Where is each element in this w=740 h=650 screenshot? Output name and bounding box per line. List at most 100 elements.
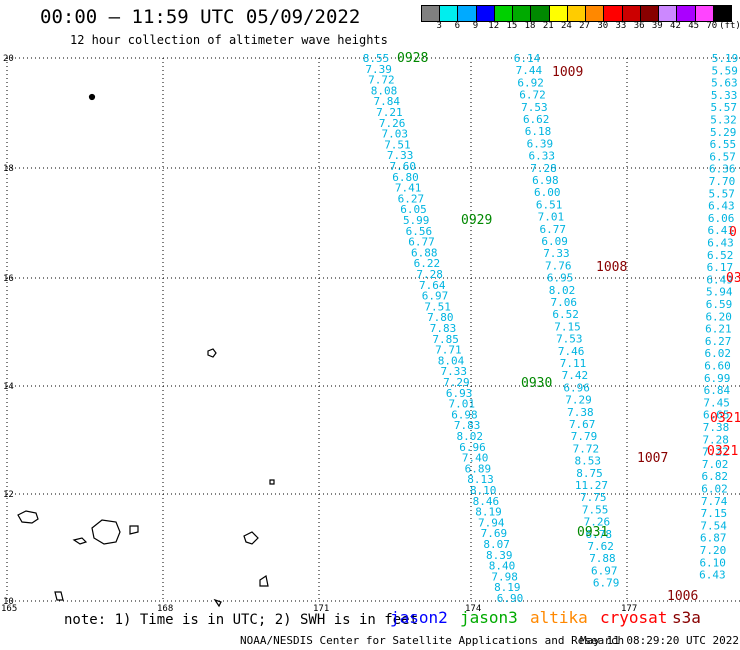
colorbar-tick-label: 45	[688, 21, 700, 31]
swh-value-label: 7.76	[545, 259, 572, 272]
swh-value-label: 6.87	[700, 532, 727, 545]
satellite-legend-item: jason3	[460, 608, 518, 627]
swh-value-label: 6.51	[536, 198, 563, 211]
lon-tick-label: 165	[1, 604, 17, 614]
swh-value-label: 7.22	[702, 446, 729, 459]
pass-time-label: 0929	[461, 213, 492, 228]
colorbar-tick-label: 33	[615, 21, 627, 31]
lat-tick-label: 16	[3, 274, 14, 284]
swh-value-label: 8.02	[549, 284, 576, 297]
colorbar-swatch	[677, 6, 696, 21]
swh-value-label: 7.26	[584, 516, 611, 529]
colorbar-swatch	[622, 6, 641, 21]
swh-value-label: 6.79	[593, 577, 620, 590]
swh-value-label: 8.04	[438, 354, 465, 367]
swh-value-label: 5.57	[711, 101, 738, 114]
swh-value-label: 6.96	[459, 441, 486, 454]
swh-value-label: 7.72	[368, 74, 395, 87]
swh-value-label: 7.79	[571, 430, 598, 443]
swh-value-label: 6.84	[704, 384, 731, 397]
colorbar-swatch	[695, 6, 714, 21]
pass-time-label: 0930	[521, 376, 552, 391]
lat-tick-label: 14	[3, 382, 14, 392]
swh-value-label: 7.62	[587, 540, 614, 553]
swh-value-label: 7.83	[430, 322, 457, 335]
swh-value-label: 7.39	[365, 63, 392, 76]
satellite-legend-item: altika	[530, 608, 588, 627]
swh-value-label: 6.41	[708, 224, 735, 237]
swh-value-label: 6.22	[414, 257, 441, 270]
swh-value-label: 11.27	[575, 479, 608, 492]
swh-value-label: 5.94	[706, 286, 733, 299]
swh-value-label: 7.98	[491, 570, 518, 583]
pass-time-label: 0321	[710, 411, 740, 426]
swh-value-label: 8.19	[494, 581, 521, 594]
colorbar-swatch	[458, 6, 477, 21]
swh-value-label: 6.88	[411, 246, 438, 259]
swh-value-label: 7.45	[703, 396, 730, 409]
island	[54, 591, 64, 601]
colorbar-swatch	[513, 6, 532, 21]
colorbar-tick-label: 9	[472, 21, 479, 31]
swh-value-label: 6.02	[701, 483, 728, 496]
swh-value-label: 6.02	[705, 347, 732, 360]
swh-value-label: 6.60	[704, 360, 731, 373]
swh-value-label: 8.10	[470, 484, 497, 497]
swh-value-label: 8.02	[457, 430, 484, 443]
credit-line: NOAA/NESDIS Center for Satellite Applica…	[240, 634, 625, 647]
swh-value-label: 6.52	[552, 308, 579, 321]
swh-value-label: 7.53	[556, 333, 583, 346]
swh-value-label: 6.78	[586, 528, 613, 541]
swh-value-label: 6.82	[702, 470, 729, 483]
swh-value-label: 6.09	[541, 235, 568, 248]
lat-lon-grid: 165 168 171 174 177 20 18 16 14 12 10	[1, 54, 740, 614]
colorbar-swatch	[659, 6, 678, 21]
swh-value-label: 8.13	[467, 473, 494, 486]
colorbar-tick-label: 42	[670, 21, 681, 31]
swh-value-label: 6.57	[709, 150, 736, 163]
pass-time-label: 0	[729, 225, 737, 240]
island	[88, 93, 96, 101]
colorbar-tick-label: 21	[542, 21, 554, 31]
swh-value-label: 7.55	[582, 503, 609, 516]
swh-value-label: 6.95	[547, 272, 574, 285]
swh-value-label: 6.43	[708, 200, 735, 213]
swh-value-label: 7.67	[569, 418, 596, 431]
swh-value-label: 7.29	[565, 394, 592, 407]
swh-value-label: 8.19	[475, 506, 502, 519]
swh-value-label: 5.33	[711, 89, 738, 102]
swh-value-label: 7.46	[558, 345, 585, 358]
swh-value-label: 8.08	[371, 84, 398, 97]
swh-value-label: 7.51	[384, 138, 411, 151]
island	[269, 479, 275, 485]
swh-value-label: 6.18	[525, 125, 552, 138]
swh-value-label: 7.85	[432, 333, 459, 346]
satellite-legend-item: s3a	[672, 608, 701, 627]
colorbar-swatch	[586, 6, 605, 21]
swh-value-label: 7.94	[478, 516, 505, 529]
colorbar-swatch	[640, 6, 660, 21]
swh-value-label: 6.14	[514, 52, 541, 65]
swh-value-label: 5.99	[403, 214, 430, 227]
pass-time-label: 0931	[577, 525, 608, 540]
island	[17, 510, 39, 524]
colorbar-swatch	[604, 6, 623, 21]
colorbar-swatch	[422, 6, 441, 21]
lon-tick-label: 174	[465, 604, 481, 614]
swh-value-label: 7.21	[376, 106, 403, 119]
swh-value-label: 6.10	[699, 556, 726, 569]
lon-tick-label: 177	[621, 604, 637, 614]
swh-value-label: 7.74	[701, 495, 728, 508]
swh-value-label: 7.70	[709, 175, 736, 188]
swh-value-label: 6.05	[400, 203, 427, 216]
lon-tick-label: 168	[157, 604, 173, 614]
generation-timestamp: May 11 08:29:20 UTC 2022	[580, 634, 739, 647]
island	[259, 575, 269, 587]
colorbar-tick-label: 3	[436, 21, 442, 31]
pass-time-label: 1007	[637, 451, 668, 466]
pass-time-label: 0928	[397, 51, 428, 66]
swh-value-label: 6.92	[517, 76, 544, 89]
swh-value-label: 6.77	[540, 223, 567, 236]
colorbar-tick-label: 36	[633, 21, 645, 31]
swh-value-label: 6.77	[408, 236, 435, 249]
